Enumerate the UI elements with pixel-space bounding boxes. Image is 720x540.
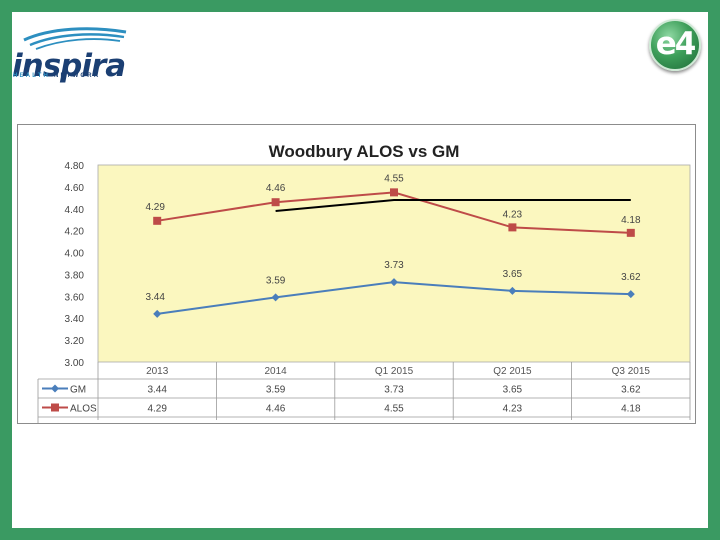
- data-point: [153, 309, 162, 318]
- data-point: [626, 290, 635, 299]
- series-line-goal: [275, 199, 631, 212]
- data-label: 3.44: [145, 292, 165, 303]
- chart-title: Woodbury ALOS vs GM: [269, 142, 460, 161]
- y-tick-label: 4.40: [65, 205, 85, 216]
- data-label: 4.29: [145, 202, 165, 213]
- legend-key-marker: [51, 403, 59, 412]
- data-label: 3.65: [503, 269, 523, 280]
- slide: inspira HEALTH NETWORK e4 Woodbury ALOS …: [12, 12, 708, 528]
- data-point: [508, 223, 517, 232]
- chart-frame: Woodbury ALOS vs GM 3.00 3.20 3.40 3.60 3.80 4…: [17, 124, 696, 437]
- y-tick-label: 3.20: [65, 336, 85, 347]
- logo-wordmark: inspira: [12, 48, 126, 84]
- data-label: 4.55: [384, 173, 404, 184]
- y-tick-label: 3.40: [65, 314, 85, 325]
- logo-subtitle: HEALTH NETWORK: [13, 73, 101, 79]
- legend-entry: GM: [70, 385, 86, 396]
- logo-swoosh-icon: [23, 27, 127, 50]
- y-tick-label: 4.20: [65, 227, 85, 238]
- y-tick-label: 4.80: [65, 161, 85, 172]
- data-label: 3.62: [621, 272, 641, 283]
- legend-entry: ALOS: [70, 404, 97, 415]
- data-label: 3.73: [384, 260, 404, 271]
- table-cell-value: 3.73: [384, 385, 404, 396]
- inspira-logo: inspira HEALTH NETWORK: [12, 26, 142, 88]
- data-point: [390, 278, 398, 287]
- y-tick-label: 3.80: [65, 270, 85, 281]
- table-cell-value: 3.59: [266, 385, 286, 396]
- data-point: [508, 286, 517, 295]
- data-point: [390, 188, 398, 197]
- table-cell-value: 4.48: [621, 423, 641, 424]
- data-label: 4.46: [266, 183, 286, 194]
- e4-badge: e4: [649, 19, 701, 71]
- table-cell-value: 4.38: [266, 423, 286, 424]
- table-cell-value: 3.65: [503, 385, 523, 396]
- x-tick-label: Q2 2015: [493, 366, 532, 377]
- table-cell-value: 4.46: [266, 404, 286, 415]
- table-cell-value: 4.48: [503, 423, 523, 424]
- table-cell-value: 4.48: [384, 423, 404, 424]
- data-point: [271, 198, 280, 207]
- x-tick-label: Q3 2015: [612, 366, 651, 377]
- table-cell-value: 4.55: [384, 404, 404, 415]
- table-cell-value: 3.62: [621, 385, 641, 396]
- table-cell-value: 4.29: [147, 404, 167, 415]
- data-label: 4.18: [621, 215, 641, 226]
- table-cell-value: 4.23: [503, 404, 523, 415]
- y-tick-label: 4.00: [65, 249, 85, 260]
- table-cell-value: 4.18: [621, 404, 641, 415]
- data-point: [153, 216, 162, 225]
- data-point: [626, 228, 635, 237]
- x-tick-label: 2014: [264, 366, 287, 377]
- x-tick-label: 2013: [146, 366, 169, 377]
- data-point: [271, 293, 280, 302]
- y-tick-label: 4.60: [65, 183, 85, 194]
- data-label: 4.23: [503, 209, 523, 220]
- table-cell-value: 3.44: [147, 385, 167, 396]
- x-tick-label: Q1 2015: [375, 366, 414, 377]
- legend-entry: Goal: [70, 423, 91, 424]
- plot-area: [97, 164, 691, 363]
- y-tick-label: 3.60: [65, 292, 85, 303]
- legend-key-marker: [51, 384, 59, 393]
- alos-chart: Woodbury ALOS vs GM 3.00 3.20 3.40 3.60 3.80 4…: [37, 142, 691, 437]
- data-label: 3.59: [266, 275, 286, 286]
- y-tick-label: 3.00: [65, 358, 85, 369]
